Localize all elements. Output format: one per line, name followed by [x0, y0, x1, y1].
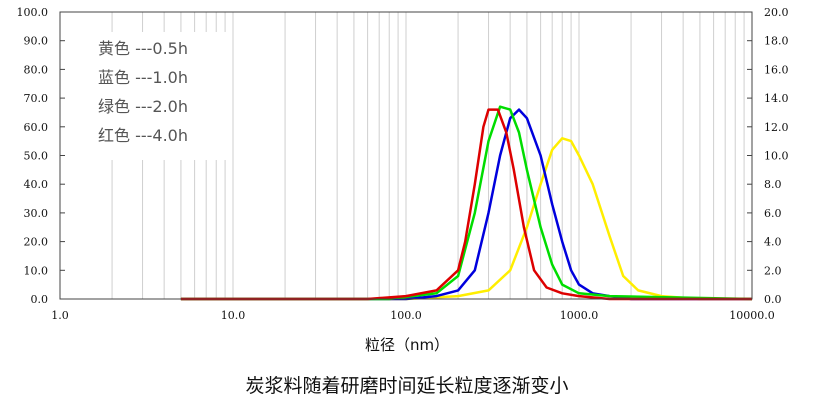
y2-tick-label: 2.0	[764, 264, 782, 277]
x-axis-label: 粒径（nm）	[365, 336, 449, 354]
y-tick-label: 100.0	[17, 6, 49, 19]
legend-entry: 蓝色 ---1.0h	[98, 68, 188, 87]
x-tick-label: 10.0	[221, 309, 246, 322]
series-line-1	[180, 108, 752, 301]
x-axis-ticks: 1.0 10.0 100.0 1000.0 10000.0	[51, 309, 775, 322]
legend-entry: 红色 ---4.0h	[98, 126, 188, 145]
legend-box	[88, 32, 232, 160]
y-tick-label: 60.0	[24, 121, 49, 134]
y-tick-label: 30.0	[24, 207, 49, 220]
chart-caption: 炭浆料随着研磨时间延长粒度逐渐变小	[245, 375, 568, 397]
legend-entry: 绿色 ---2.0h	[98, 97, 188, 116]
y2-tick-label: 14.0	[764, 92, 789, 105]
y2-tick-label: 8.0	[764, 178, 782, 191]
legend: 黄色 ---0.5h 蓝色 ---1.0h 绿色 ---2.0h 红色 ---4.0h	[88, 32, 232, 160]
series-lines	[180, 105, 753, 301]
y-tick-label: 50.0	[24, 150, 49, 163]
y2-tick-label: 18.0	[764, 35, 789, 48]
y-tick-label: 40.0	[24, 178, 49, 191]
y2-tick-label: 16.0	[764, 63, 789, 76]
y-tick-label: 80.0	[24, 63, 49, 76]
y-tick-label: 20.0	[24, 236, 49, 249]
x-tick-label: 1.0	[51, 309, 69, 322]
y-tick-label: 70.0	[24, 92, 49, 105]
series-line-3	[180, 108, 752, 301]
y-axis-right-ticks: 0.0 2.0 4.0 6.0 8.0 10.0 12.0 14.0 16.0 18.0 20.0	[747, 6, 789, 306]
x-tick-label: 1000.0	[560, 309, 599, 322]
y-tick-label: 0.0	[31, 293, 49, 306]
series-line-2	[180, 105, 753, 301]
y2-tick-label: 20.0	[764, 6, 789, 19]
y2-tick-label: 0.0	[764, 293, 782, 306]
y-tick-label: 10.0	[24, 264, 49, 277]
y2-tick-label: 6.0	[764, 207, 782, 220]
series-line-0	[180, 137, 752, 301]
y-axis-left-ticks: 0.0 10.0 20.0 30.0 40.0 50.0 60.0 70.0 80.0 90.0 1…	[17, 6, 65, 306]
y2-tick-label: 4.0	[764, 236, 782, 249]
y-tick-label: 90.0	[24, 35, 49, 48]
legend-entry: 黄色 ---0.5h	[98, 39, 188, 58]
x-tick-label: 10000.0	[729, 309, 775, 322]
y2-tick-label: 12.0	[764, 121, 789, 134]
y2-tick-label: 10.0	[764, 150, 789, 163]
x-tick-label: 100.0	[390, 309, 422, 322]
